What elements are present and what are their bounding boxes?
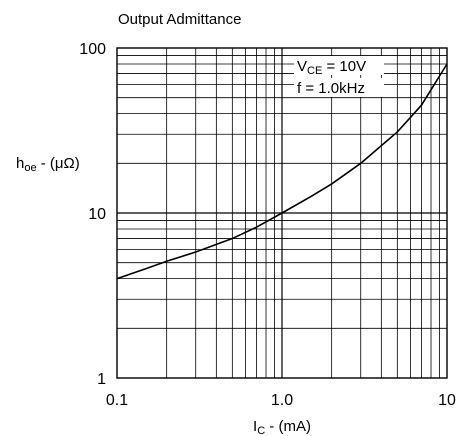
y-tick-label: 100: [79, 41, 106, 58]
series-group: [116, 63, 448, 280]
y-tick-label: 10: [88, 206, 106, 223]
annotation-text: VCE = 10V: [297, 58, 366, 77]
annotations: VCE = 10V f = 1.0kHz: [294, 56, 384, 97]
annotation-background: [294, 78, 384, 97]
y-axis-label: hoe - (μΩ): [16, 155, 80, 174]
annotation-text: f = 1.0kHz: [297, 80, 365, 97]
annotation-background: [294, 56, 384, 75]
tick-labels: 0.1 1.0 10 1 10 100: [79, 41, 456, 409]
series-line: [116, 63, 448, 280]
chart-title: Output Admittance: [118, 11, 241, 28]
y-tick-label: 1: [97, 371, 106, 388]
x-tick-label: 1.0: [271, 392, 293, 409]
grid: [117, 48, 447, 378]
x-tick-label: 0.1: [106, 392, 128, 409]
x-axis-label: IC - (mA): [253, 418, 311, 436]
x-tick-label: 10: [438, 392, 456, 409]
plot-frame: [116, 47, 448, 379]
